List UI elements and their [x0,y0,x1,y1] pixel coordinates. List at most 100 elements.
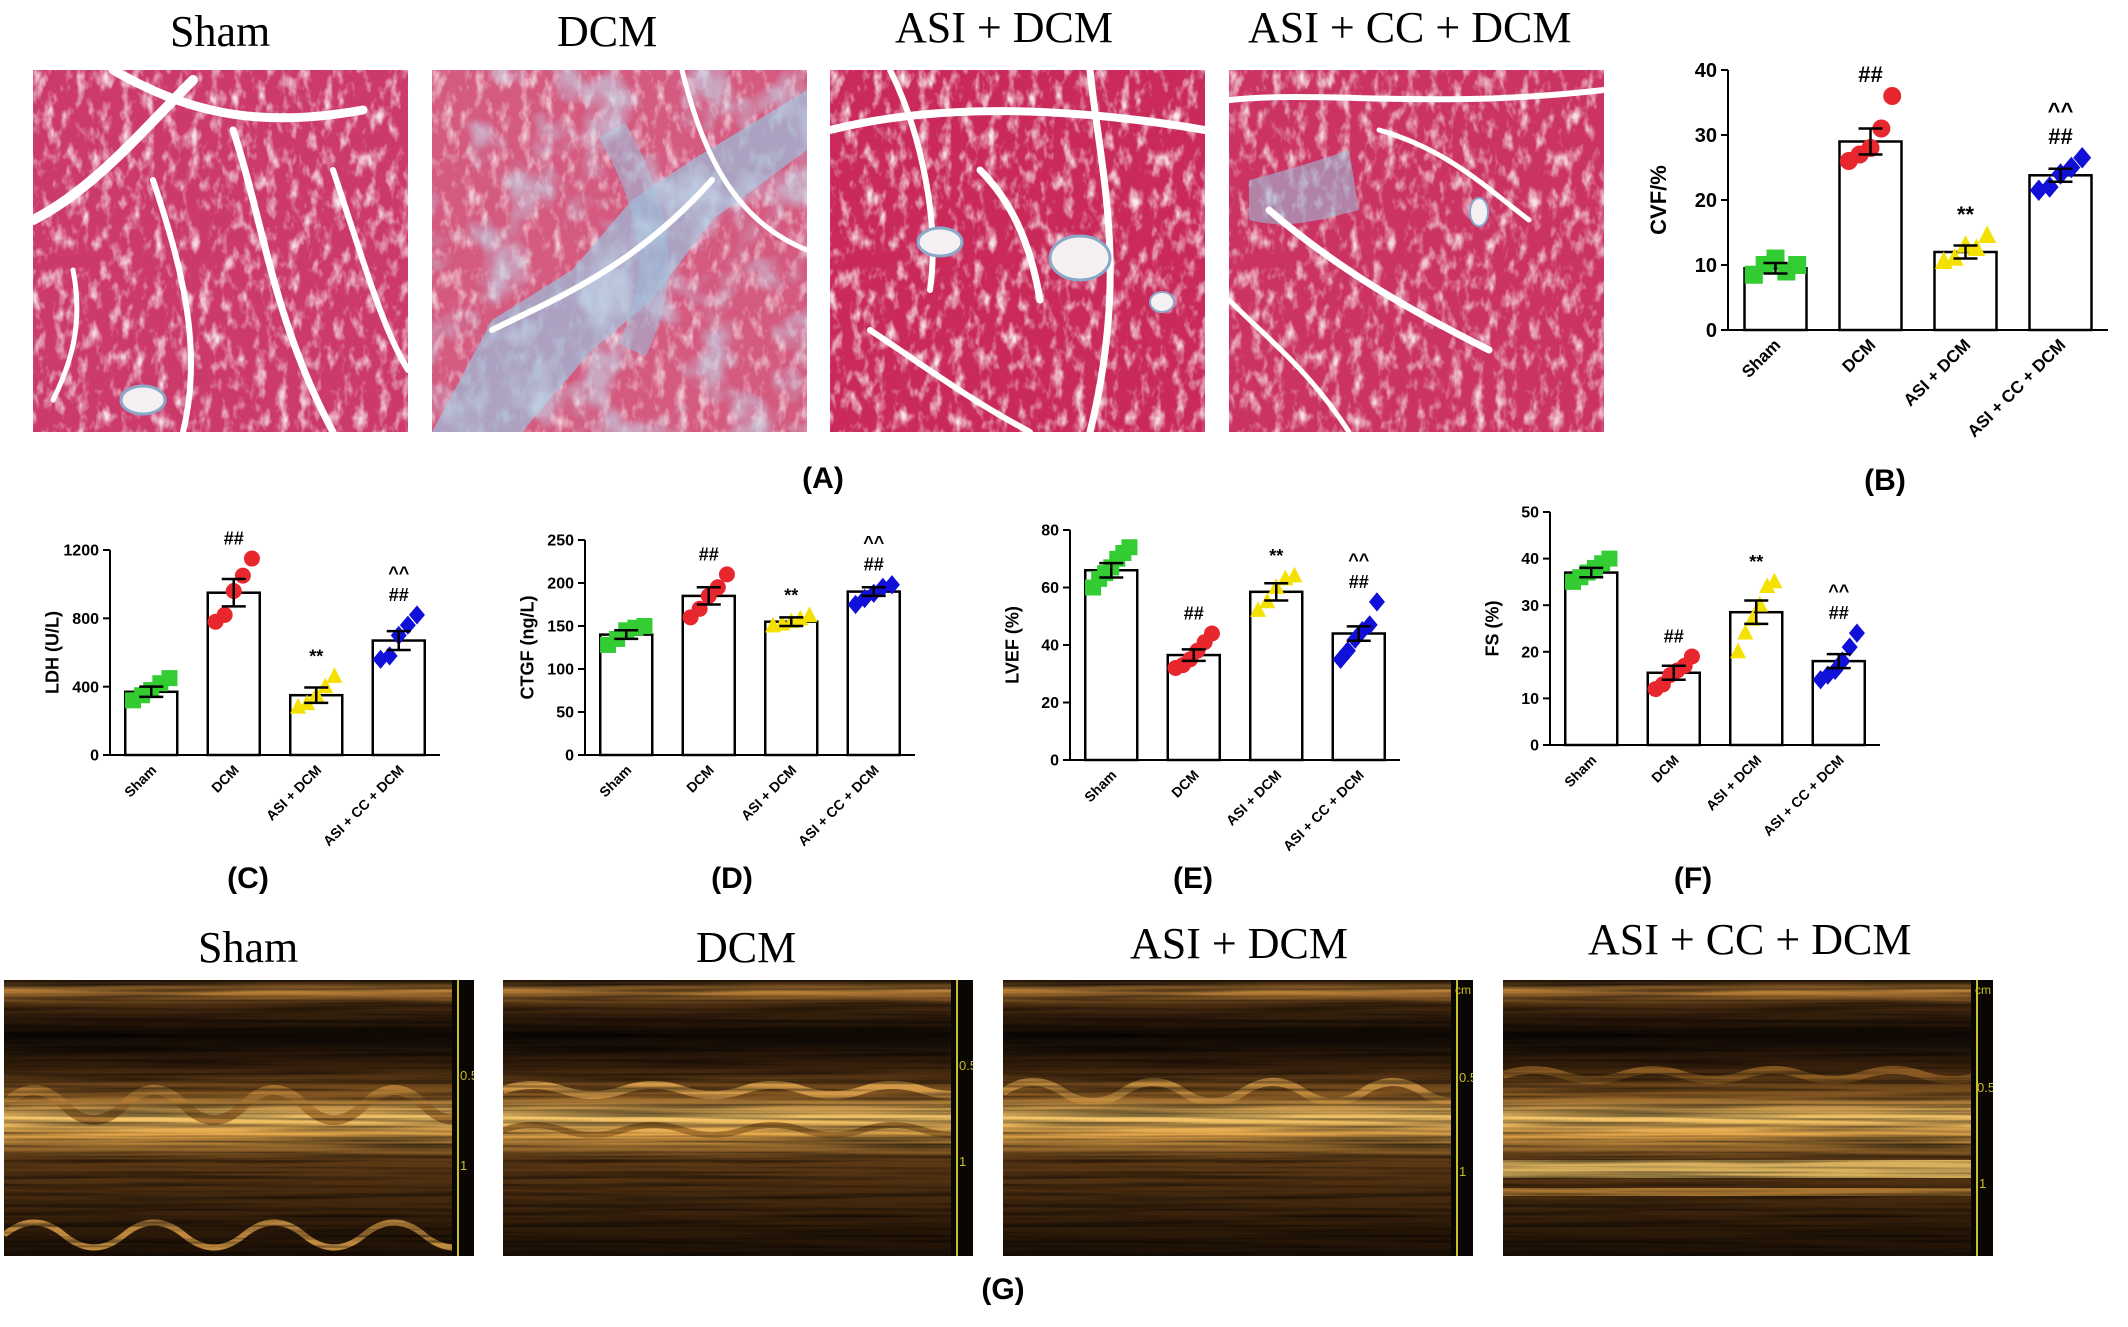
data-point-asi-dcm [1730,642,1747,659]
y-axis-label: LDH (U/L) [42,611,62,694]
x-tick-label: ASI + DCM [738,762,800,824]
echo-image-dcm: 0.5 1 [503,980,973,1256]
panel-label-b: (B) [1864,464,1906,497]
x-tick-label: Sham [121,762,159,800]
data-point-dcm [234,567,251,584]
echo-image-asi-dcm: cm 0.5 1 [1003,980,1473,1256]
echo-title-sham: Sham [198,923,299,972]
histology-title-asi-cc-dcm: ASI + CC + DCM [1248,3,1572,52]
x-tick-label: DCM [1168,767,1202,801]
data-point-sham [1601,550,1618,567]
significance-label: ** [1957,202,1975,227]
significance-label: ^^ [2048,98,2074,123]
histology-title-asi-dcm: ASI + DCM [895,3,1113,52]
data-point-asi-cc-dcm [1848,623,1865,643]
data-point-asi-dcm [1737,623,1754,640]
y-tick-label: 30 [1521,598,1539,615]
echo-scale-asi-dcm-05: 0.5 [1459,1070,1473,1085]
x-tick-label: Sham [1081,767,1119,805]
data-point-asi-cc-dcm [1368,592,1385,612]
histology-image-asi-dcm [830,70,1205,432]
y-tick-label: 50 [1521,505,1539,522]
y-tick-label: 0 [90,748,99,765]
bar-asi-dcm [764,620,819,757]
significance-label: ## [1664,626,1684,646]
significance-label: ^^ [388,563,410,583]
data-point-asi-dcm [801,606,818,623]
data-point-asi-cc-dcm [2029,179,2048,202]
y-tick-label: 1200 [63,543,99,560]
bar-sham [1564,571,1619,747]
y-tick-label: 20 [1695,190,1717,212]
data-point-asi-dcm [326,667,343,683]
y-tick-label: 40 [1695,60,1717,82]
data-point-asi-dcm [1945,248,1964,266]
data-point-asi-cc-dcm [1827,660,1844,681]
y-tick-label: 800 [72,611,99,628]
echo-scale-sham-05: 0.5 [460,1068,474,1083]
x-tick-label: DCM [208,762,242,796]
data-point-asi-dcm [1286,566,1303,583]
x-tick-label: Sham [596,762,634,800]
y-tick-label: 250 [547,533,574,550]
data-point-sham [161,670,178,687]
panel-label-e: (E) [1173,862,1213,895]
echo-scale-asi-cc-dcm-cm: cm [1975,983,1991,997]
data-point-asi-dcm [1956,235,1975,253]
histology-title-dcm: DCM [557,7,658,56]
data-point-asi-dcm [1766,572,1783,589]
x-tick-label: ASI + CC + DCM [1280,767,1367,854]
y-axis-label: LVEF (%) [1002,606,1022,684]
y-axis-label: FS (%) [1482,600,1502,656]
x-tick-label: DCM [1648,752,1682,786]
histology-title-sham: Sham [170,7,271,56]
echo-scale-asi-cc-dcm-05: 0.5 [1977,1080,1993,1095]
panel-label-d: (D) [711,862,753,895]
echo-title-asi-cc-dcm: ASI + CC + DCM [1588,915,1912,964]
y-tick-label: 100 [547,662,574,679]
x-tick-label: ASI + DCM [263,762,325,824]
histology-image-dcm [432,70,807,432]
histology-image-asi-cc-dcm [1229,70,1604,432]
echo-scale-dcm-05: 0.5 [959,1058,973,1073]
y-tick-label: 10 [1695,255,1717,277]
x-tick-label: ASI + DCM [1223,767,1285,829]
significance-label: ## [224,529,244,549]
y-tick-label: 0 [565,748,574,765]
significance-label: ## [2048,124,2072,149]
significance-label: ## [699,544,719,564]
data-point-asi-cc-dcm [1841,637,1858,657]
significance-label: ^^ [1828,581,1850,601]
echo-image-asi-cc-dcm: cm 0.5 1 [1503,980,1993,1256]
data-point-asi-cc-dcm [1812,670,1829,690]
x-tick-label: ASI + CC + DCM [1760,752,1847,839]
significance-label: ## [1858,62,1882,87]
data-point-dcm [1883,87,1902,105]
data-point-sham [1788,256,1807,274]
data-point-dcm [1203,625,1220,642]
x-tick-label: DCM [683,762,717,796]
chart-d-ctgf: 0 50 100 150 200 250 CTGF (ng/L) Sham ## DCM ** ASI… [517,533,915,849]
data-point-asi-cc-dcm [883,575,900,595]
data-point-asi-dcm [1978,225,1997,243]
panel-label-c: (C) [227,862,269,895]
panel-label-f: (F) [1673,862,1713,895]
y-tick-label: 0 [1050,753,1059,770]
significance-label: ## [1349,572,1369,592]
y-tick-label: 30 [1695,125,1717,147]
data-point-asi-cc-dcm [2073,146,2092,169]
y-tick-label: 0 [1706,320,1717,342]
y-tick-label: 80 [1041,523,1059,540]
echo-image-sham: 0.5 1 [4,980,474,1256]
bar-asi-dcm [1249,590,1304,762]
y-tick-label: 40 [1521,551,1539,568]
y-tick-label: 20 [1041,695,1059,712]
echo-scale-asi-dcm-1: 1 [1459,1164,1466,1179]
data-point-dcm [243,550,260,567]
significance-label: ## [864,555,884,575]
significance-label: ^^ [1348,550,1370,570]
echo-scale-asi-dcm-cm: cm [1455,983,1471,997]
